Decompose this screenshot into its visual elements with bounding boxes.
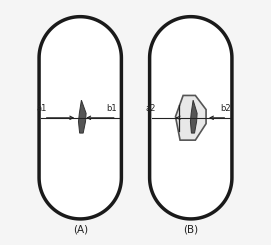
Polygon shape	[150, 17, 232, 219]
Text: a1: a1	[36, 104, 47, 113]
Polygon shape	[39, 17, 121, 219]
Text: b1: b1	[107, 104, 117, 113]
Polygon shape	[191, 100, 197, 133]
Text: (A): (A)	[73, 224, 88, 234]
Text: (B): (B)	[183, 224, 198, 234]
Text: b2: b2	[221, 104, 231, 113]
Polygon shape	[79, 100, 86, 133]
Text: a2: a2	[146, 104, 156, 113]
Polygon shape	[176, 96, 206, 140]
